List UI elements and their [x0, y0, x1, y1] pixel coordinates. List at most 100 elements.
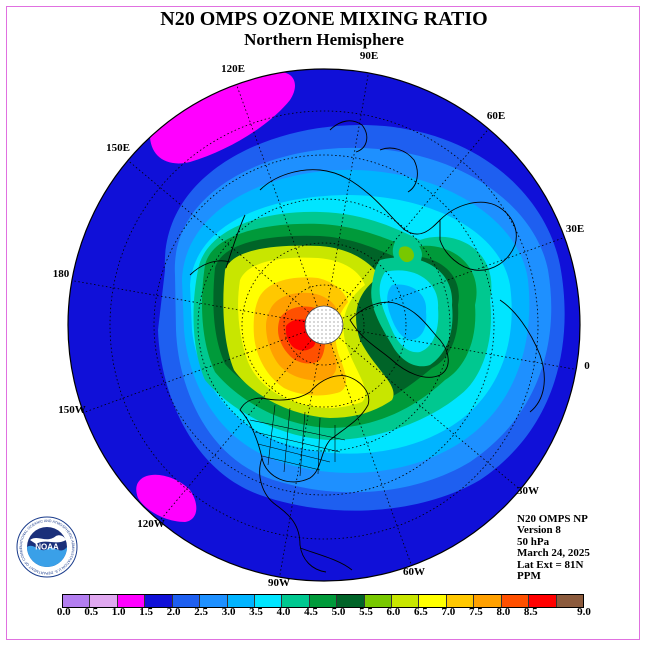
meridian-line — [159, 324, 325, 522]
legend-tick-label: 4.0 — [276, 606, 291, 618]
legend-swatch — [227, 595, 255, 607]
asia-north-coast — [259, 169, 441, 235]
meridian-line — [323, 237, 565, 326]
lon-label-60w: 60W — [403, 566, 425, 578]
legend-swatch — [337, 595, 365, 607]
lon-label-30e: 30E — [565, 223, 585, 235]
color-legend-labels: 0.0 0.5 1.0 1.5 2.0 2.5 3.0 3.5 4.0 4.5 5.0 5.5 6.0 6… — [0, 606, 648, 622]
meridian-line — [323, 324, 521, 490]
meridian-line — [323, 324, 577, 370]
info-lat-ext: Lat Ext = 81N — [517, 558, 584, 571]
central-america-coast — [259, 457, 327, 573]
legend-swatch — [172, 595, 201, 607]
latitude-circle-20n — [109, 110, 539, 540]
lon-label-0: 0 — [584, 360, 590, 372]
legend-swatch — [254, 595, 283, 607]
meridian-line — [323, 128, 489, 326]
legend-tick-label: 1.0 — [111, 606, 126, 618]
noaa-logo: NOAA NATIONAL OCEANIC AND ATMOSPHERIC AD… — [16, 516, 78, 578]
meridian-line — [71, 280, 325, 326]
legend-swatch — [282, 595, 310, 607]
legend-tick-label: 4.5 — [304, 606, 318, 618]
legend-tick-label: 6.5 — [414, 606, 428, 618]
legend-tick-label: 7.5 — [468, 606, 483, 618]
legend-tick-label: 3.0 — [221, 606, 236, 618]
legend-tick-label: 5.5 — [359, 606, 373, 618]
meridian-line — [83, 324, 325, 413]
south-america-coast — [299, 547, 353, 571]
lon-label-150w: 150W — [58, 404, 86, 416]
meridian-line — [279, 324, 325, 578]
legend-tick-label: 1.5 — [139, 606, 154, 618]
info-units: PPM — [517, 570, 541, 583]
lon-label-120e: 120E — [221, 63, 245, 75]
meridian-line — [323, 72, 369, 326]
north-america-coast — [239, 375, 370, 483]
graticule — [71, 72, 577, 578]
kamchatka-coast — [225, 214, 246, 269]
info-level: 50 hPa — [517, 535, 550, 548]
info-date: March 24, 2025 — [517, 547, 590, 560]
legend-tick-label: 2.5 — [194, 606, 208, 618]
us-state-lines — [249, 404, 346, 477]
africa-coast — [499, 299, 545, 413]
legend-tick-label: 2.0 — [166, 606, 181, 618]
legend-tick-label: 9.0 — [577, 606, 591, 618]
europe-coast — [439, 201, 517, 271]
ozone-low-3-5 — [387, 284, 427, 340]
ozone-min-patch-2 — [136, 474, 197, 522]
lon-label-60e: 60E — [486, 110, 506, 122]
legend-swatch — [117, 595, 146, 607]
info-product: N20 OMPS NP — [517, 513, 588, 525]
latitude-circle-80n — [283, 284, 365, 366]
bering-coast — [189, 260, 231, 276]
coastlines — [189, 120, 545, 573]
legend-swatch — [556, 595, 584, 607]
legend-tick-label: 0.0 — [56, 606, 71, 618]
legend-tick-label: 0.5 — [84, 606, 99, 618]
legend-tick-label: 3.5 — [249, 606, 263, 618]
lon-label-150e: 150E — [106, 142, 130, 154]
legend-tick-label: 8.5 — [523, 606, 538, 618]
legend-swatch — [392, 595, 420, 607]
lon-label-120w: 120W — [137, 518, 165, 530]
legend-swatch — [309, 595, 338, 607]
latitude-circle-60n — [241, 242, 407, 408]
legend-swatch — [501, 595, 530, 607]
meridian-line — [323, 324, 412, 566]
legend-tick-label: 6.0 — [386, 606, 401, 618]
legend-tick-label: 7.0 — [441, 606, 456, 618]
meridian-line — [236, 84, 325, 326]
info-version: Version 8 — [517, 524, 561, 537]
color-legend — [62, 594, 584, 608]
us-state-grid — [249, 404, 346, 477]
noaa-logo-text: NOAA — [35, 543, 59, 552]
map-title: N20 OMPS OZONE MIXING RATIO — [160, 8, 488, 30]
ozone-small-cell-core — [398, 246, 414, 263]
product-info: N20 OMPS NP Version 8 50 hPa March 24, 2… — [517, 513, 590, 583]
latitude-circle-30n — [153, 154, 495, 496]
india-coast — [329, 120, 368, 153]
legend-swatch — [90, 595, 118, 607]
meridian-line — [127, 160, 325, 326]
latitude-circle-40n — [197, 198, 451, 452]
map-subtitle: Northern Hemisphere — [244, 30, 404, 49]
lon-label-90e: 90E — [359, 50, 379, 62]
legend-swatch — [529, 595, 557, 607]
legend-swatch — [419, 595, 447, 607]
greenland-region-coast — [349, 301, 449, 378]
lon-label-30w: 30W — [517, 485, 539, 497]
lon-label-180: 180 — [52, 268, 70, 280]
legend-swatch — [474, 595, 502, 607]
ozone-min-patch-1 — [149, 71, 295, 164]
legend-swatch — [200, 595, 228, 607]
legend-swatch — [63, 595, 91, 607]
legend-swatch — [145, 595, 173, 607]
lon-label-90w: 90W — [268, 577, 290, 589]
legend-swatch — [364, 595, 393, 607]
meridians — [71, 72, 577, 578]
map-boundary-circle — [67, 68, 581, 582]
legend-swatch — [446, 595, 475, 607]
arabia-coast — [379, 147, 418, 193]
